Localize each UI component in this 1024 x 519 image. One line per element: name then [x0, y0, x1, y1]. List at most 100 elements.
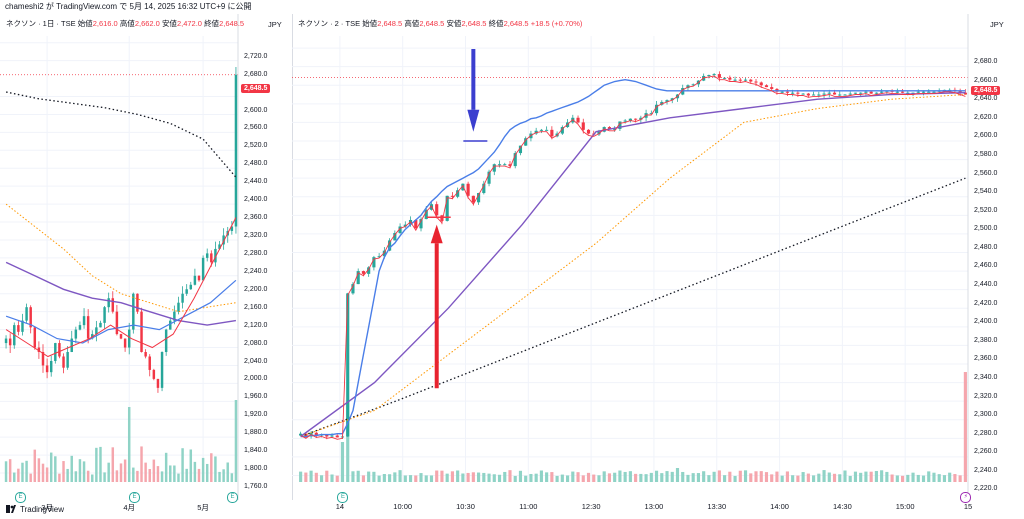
volume-bar [644, 474, 648, 482]
volume-bar [419, 473, 423, 482]
volume-bar [497, 474, 502, 482]
volume-bar [654, 470, 659, 482]
volume-bar [785, 471, 789, 482]
candle-body [749, 79, 753, 82]
ema-purple [5, 261, 237, 326]
volume-bar [712, 471, 716, 482]
earnings-badge[interactable]: E [129, 492, 140, 503]
y-tick-label: 2,440.0 [244, 178, 268, 186]
candle-body [388, 240, 392, 251]
volume-bar [156, 466, 160, 482]
candle-body [477, 193, 481, 203]
earnings-badge[interactable]: E [337, 492, 349, 503]
volume-bar [160, 471, 164, 482]
volume-bar [864, 471, 868, 482]
volume-bar [25, 460, 28, 482]
y-tick-label: 2,040.0 [244, 357, 268, 365]
candle-body [482, 183, 486, 194]
y-tick-label: 2,480.0 [244, 160, 268, 168]
candle-body [801, 93, 805, 95]
earnings-badge[interactable]: E [227, 492, 238, 503]
volume-bar [450, 471, 454, 482]
y-tick-label: 2,380.0 [974, 336, 998, 344]
candle-body [152, 369, 156, 379]
volume-bar [686, 474, 690, 482]
volume-bar [932, 472, 936, 482]
intraday-chart-svg[interactable] [292, 14, 1024, 500]
down-arrow-head [467, 109, 480, 132]
y-tick-label: 2,420.0 [974, 299, 998, 307]
volume-bar [555, 475, 559, 482]
volume-bar [346, 402, 350, 482]
volume-bar [466, 472, 470, 482]
candle-body [314, 432, 318, 436]
candle-body [639, 117, 643, 120]
candle-body [361, 271, 365, 274]
intraday-chart-pane[interactable]: ネクソン · 2 · TSE 始値2,648.5 高値2,648.5 安値2,6… [292, 14, 1024, 511]
candle-body [62, 356, 65, 368]
candle-body [539, 129, 543, 131]
candle-body [461, 183, 465, 191]
candle-body [222, 235, 225, 245]
candle-body [822, 93, 826, 95]
volume-bar [780, 475, 784, 482]
volume-bar [670, 471, 674, 482]
volume-bar [796, 475, 800, 482]
candle-body [508, 164, 512, 167]
x-tick-label: 14:00 [770, 502, 789, 511]
volume-bar [581, 475, 585, 482]
volume-bar [377, 475, 381, 482]
candle-body [214, 248, 217, 263]
volume-bar [299, 471, 303, 482]
volume-bar [539, 470, 543, 482]
candle-body [382, 250, 386, 257]
volume-bar [738, 470, 742, 482]
x-tick-label: 13:00 [644, 502, 664, 511]
intraday-legend: ネクソン · 2 · TSE 始値2,648.5 高値2,648.5 安値2,6… [298, 19, 583, 28]
candle-body [17, 325, 20, 332]
candle-body [372, 257, 376, 268]
candle-body [377, 256, 381, 258]
y-tick-label: 2,340.0 [974, 373, 998, 381]
candle-body [4, 338, 8, 344]
volume-bar [817, 473, 821, 482]
y-tick-label: 2,680.0 [974, 58, 998, 66]
volume-bar [723, 475, 727, 482]
earnings-badge[interactable]: E [15, 492, 26, 503]
daily-legend: ネクソン · 1日 · TSE 始値2,616.0 高値2,662.0 安値2,… [6, 19, 245, 28]
daily-chart-pane[interactable]: ネクソン · 1日 · TSE 始値2,616.0 高値2,662.0 安値2,… [0, 14, 293, 512]
volume-bar [628, 471, 632, 482]
lightning-event-icon[interactable]: ⚡ [960, 492, 972, 503]
candle-body [91, 334, 94, 339]
daily-chart-svg[interactable] [0, 14, 292, 500]
candle-body [487, 171, 491, 184]
volume-bar [838, 474, 842, 482]
volume-bar [906, 474, 910, 482]
candle-body [335, 435, 339, 438]
volume-bar [477, 472, 481, 482]
volume-bar [340, 442, 345, 482]
candle-body [827, 92, 831, 94]
candle-body [759, 82, 763, 86]
volume-bar [937, 474, 941, 482]
volume-bar [607, 473, 612, 482]
y-tick-label: 2,520.0 [974, 206, 998, 214]
candle-body [791, 92, 795, 94]
y-tick-label: 2,640.0 [974, 95, 998, 103]
candle-body [144, 352, 147, 357]
volume-bar [82, 461, 86, 482]
y-tick-label: 2,560.0 [974, 169, 998, 177]
candle-body [115, 311, 119, 335]
volume-bar [54, 456, 57, 482]
ema-blue [5, 279, 237, 344]
volume-bar [665, 471, 669, 482]
candle-body [649, 113, 653, 115]
candle-body [74, 329, 78, 339]
candle-body [618, 121, 622, 129]
candle-body [728, 77, 732, 80]
footer: TradingView [0, 500, 1024, 519]
volume-bar [205, 463, 209, 482]
volume-bar [618, 470, 622, 482]
candle-body [665, 100, 669, 102]
volume-bar [58, 473, 61, 482]
